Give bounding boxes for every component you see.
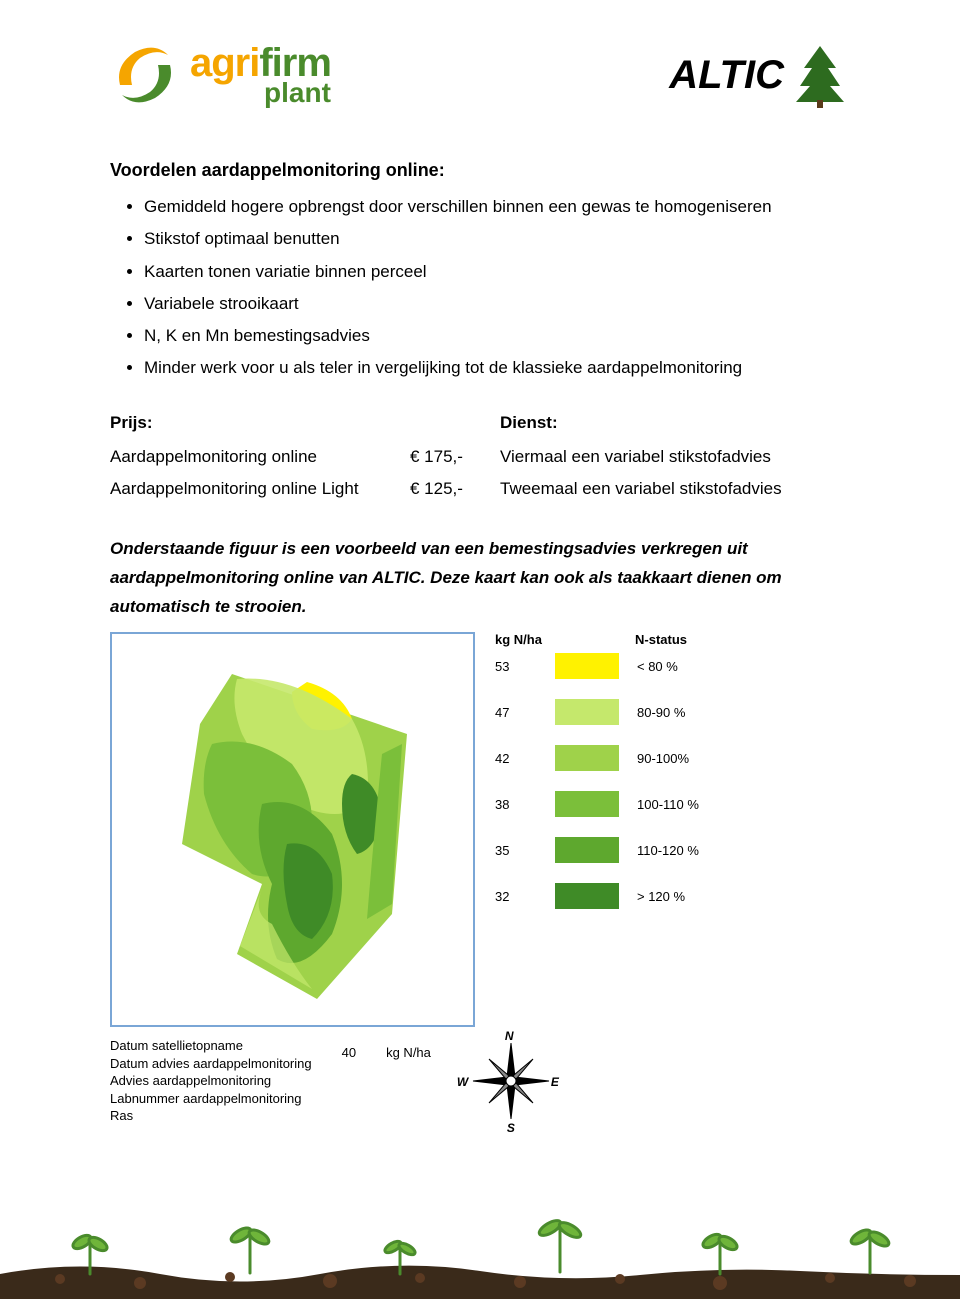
legend-label: 90-100% — [637, 751, 689, 766]
service-header: Dienst: — [500, 413, 850, 433]
avg-unit: kg N/ha — [386, 1045, 431, 1060]
list-item: Kaarten tonen variatie binnen perceel — [144, 256, 850, 288]
meta-line: Ras — [110, 1107, 312, 1125]
legend-swatch — [555, 745, 619, 771]
legend-label: > 120 % — [637, 889, 685, 904]
legend-swatch — [555, 883, 619, 909]
header: agrifirm plant ALTIC — [110, 40, 850, 110]
legend-kg: 35 — [495, 843, 555, 858]
compass-s: S — [507, 1121, 515, 1135]
compass-icon: N E S W — [461, 1031, 561, 1131]
legend-row: 32 > 120 % — [495, 883, 850, 909]
legend-label: 80-90 % — [637, 705, 685, 720]
footer-seedlings-icon — [0, 1179, 960, 1299]
agrifirm-wordmark: agrifirm plant — [190, 43, 331, 107]
list-item: Variabele strooikaart — [144, 288, 850, 320]
legend-kg: 32 — [495, 889, 555, 904]
legend-kg-header: kg N/ha — [495, 632, 555, 647]
altic-wordmark: ALTIC — [669, 53, 784, 98]
legend-row: 38 100-110 % — [495, 791, 850, 817]
price-header: Prijs: — [110, 413, 410, 433]
price-row-amount: € 175,- — [410, 441, 500, 473]
meta-line: Datum advies aardappelmonitoring — [110, 1055, 312, 1073]
agrifirm-mark-icon — [110, 40, 180, 110]
figure-meta: Datum satellietopname Datum advies aarda… — [110, 1037, 850, 1131]
legend-swatch — [555, 699, 619, 725]
price-row-name: Aardappelmonitoring online Light — [110, 473, 410, 505]
legend-row: 35 110-120 % — [495, 837, 850, 863]
legend-label: 100-110 % — [637, 797, 699, 812]
agrifirm-logo: agrifirm plant — [110, 40, 331, 110]
compass-n: N — [505, 1029, 514, 1043]
figure-caption: Onderstaande figuur is een voorbeeld van… — [110, 535, 850, 622]
legend-kg: 47 — [495, 705, 555, 720]
average-block: 40 kg N/ha — [342, 1045, 431, 1060]
legend-row: 53 < 80 % — [495, 653, 850, 679]
altic-logo: ALTIC — [669, 42, 850, 108]
price-row-name: Aardappelmonitoring online — [110, 441, 410, 473]
section-title: Voordelen aardappelmonitoring online: — [110, 160, 850, 181]
field-map — [110, 632, 475, 1027]
price-table: Prijs: Aardappelmonitoring online Aardap… — [110, 413, 850, 506]
agrifirm-plant-text: plant — [190, 79, 331, 107]
benefits-list: Gemiddeld hogere opbrengst door verschil… — [110, 191, 850, 385]
legend-label: 110-120 % — [637, 843, 699, 858]
avg-value: 40 — [342, 1045, 356, 1060]
legend-kg: 38 — [495, 797, 555, 812]
list-item: N, K en Mn bemestingsadvies — [144, 320, 850, 352]
legend-swatch — [555, 653, 619, 679]
list-item: Stikstof optimaal benutten — [144, 223, 850, 255]
compass-w: W — [457, 1075, 468, 1089]
figure: kg N/ha N-status 53 < 80 % 47 80-90 % 42… — [110, 632, 850, 1027]
legend-row: 42 90-100% — [495, 745, 850, 771]
compass-e: E — [551, 1075, 559, 1089]
legend-label: < 80 % — [637, 659, 678, 674]
legend-swatch — [555, 837, 619, 863]
list-item: Minder werk voor u als teler in vergelij… — [144, 352, 850, 384]
meta-line: Datum satellietopname — [110, 1037, 312, 1055]
meta-line: Labnummer aardappelmonitoring — [110, 1090, 312, 1108]
price-row-service: Tweemaal een variabel stikstofadvies — [500, 473, 850, 505]
price-row-amount: € 125,- — [410, 473, 500, 505]
legend: kg N/ha N-status 53 < 80 % 47 80-90 % 42… — [495, 632, 850, 1027]
legend-kg: 42 — [495, 751, 555, 766]
meta-lines: Datum satellietopname Datum advies aarda… — [110, 1037, 312, 1125]
price-row-service: Viermaal een variabel stikstofadvies — [500, 441, 850, 473]
legend-row: 47 80-90 % — [495, 699, 850, 725]
altic-tree-icon — [790, 42, 850, 108]
meta-line: Advies aardappelmonitoring — [110, 1072, 312, 1090]
legend-kg: 53 — [495, 659, 555, 674]
list-item: Gemiddeld hogere opbrengst door verschil… — [144, 191, 850, 223]
legend-swatch — [555, 791, 619, 817]
legend-status-header: N-status — [635, 632, 687, 647]
